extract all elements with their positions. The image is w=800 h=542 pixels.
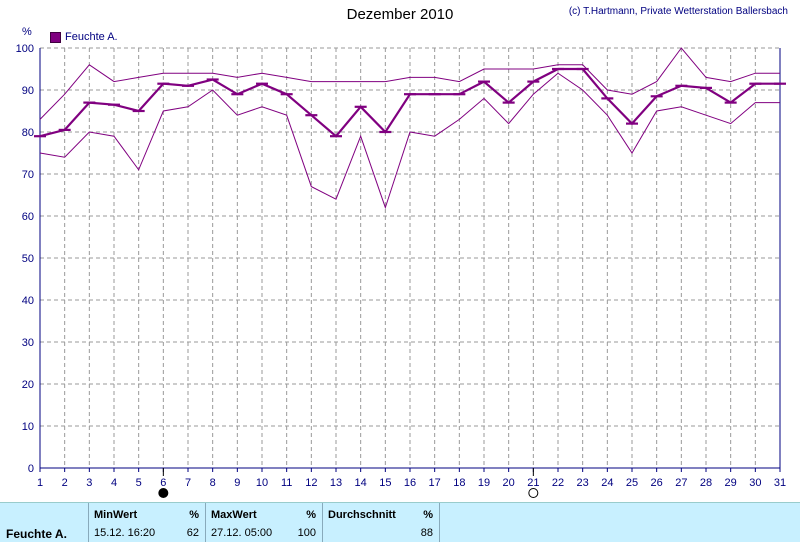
average-value-cell: Durchschnitt % 88 xyxy=(322,503,440,542)
legend: Feuchte A. xyxy=(50,31,118,43)
y-tick-label: 10 xyxy=(22,421,34,433)
x-tick-label: 17 xyxy=(429,477,441,489)
x-tick-label: 4 xyxy=(111,477,117,489)
y-tick-label: 100 xyxy=(16,43,34,55)
stats-footer: Feuchte A. MinWert % 15.12. 16:20 62 Max… xyxy=(0,502,800,542)
y-tick-label: 90 xyxy=(22,85,34,97)
x-tick-label: 19 xyxy=(478,477,490,489)
y-tick-label: 20 xyxy=(22,379,34,391)
x-tick-label: 29 xyxy=(725,477,737,489)
min-value: 62 xyxy=(186,527,199,539)
x-tick-label: 16 xyxy=(404,477,416,489)
copyright-notice: (c) T.Hartmann, Private Wetterstation Ba… xyxy=(568,6,788,17)
chart-title: Dezember 2010 xyxy=(346,6,454,23)
x-tick-label: 9 xyxy=(234,477,240,489)
x-tick-label: 22 xyxy=(552,477,564,489)
x-tick-label: 25 xyxy=(626,477,638,489)
y-tick-label: 50 xyxy=(22,253,34,265)
full-moon-icon xyxy=(528,488,539,498)
x-tick-label: 23 xyxy=(577,477,589,489)
average-label: Durchschnitt xyxy=(328,509,396,521)
x-tick-label: 12 xyxy=(305,477,317,489)
y-tick-label: 30 xyxy=(22,337,34,349)
y-tick-label: 0 xyxy=(28,463,34,475)
stats-row-label-cell: Feuchte A. xyxy=(0,503,89,542)
y-tick-label: 40 xyxy=(22,295,34,307)
x-tick-label: 11 xyxy=(281,477,292,489)
max-value: 100 xyxy=(297,527,316,539)
series-line-min xyxy=(39,72,780,210)
legend-label: Feuchte A. xyxy=(65,31,118,43)
y-axis-unit: % xyxy=(22,26,32,38)
new-moon-icon xyxy=(158,488,169,498)
x-tick-label: 13 xyxy=(330,477,342,489)
max-label: MaxWert xyxy=(211,509,257,521)
x-tick-label: 18 xyxy=(453,477,465,489)
series-line-max xyxy=(39,47,780,120)
average-unit: % xyxy=(423,509,433,521)
x-tick-label: 20 xyxy=(503,477,515,489)
x-tick-label: 28 xyxy=(700,477,712,489)
y-tick-label: 70 xyxy=(22,169,34,181)
min-timestamp: 15.12. 16:20 xyxy=(94,527,156,539)
x-tick-label: 7 xyxy=(185,477,191,489)
x-tick-label: 8 xyxy=(210,477,216,489)
stats-row-label: Feuchte A. xyxy=(6,527,67,541)
x-tick-label: 21 xyxy=(527,477,539,489)
min-unit: % xyxy=(189,509,199,521)
x-tick-label: 31 xyxy=(774,477,786,489)
x-tick-label: 14 xyxy=(355,477,367,489)
x-tick-label: 2 xyxy=(62,477,68,489)
max-unit: % xyxy=(306,509,316,521)
y-tick-label: 60 xyxy=(22,211,34,223)
y-tick-label: 80 xyxy=(22,127,34,139)
x-tick-label: 26 xyxy=(651,477,663,489)
max-value-cell: MaxWert % 27.12. 05:00 100 xyxy=(205,503,323,542)
max-timestamp: 27.12. 05:00 xyxy=(211,527,273,539)
x-tick-label: 27 xyxy=(675,477,687,489)
min-value-cell: MinWert % 15.12. 16:20 62 xyxy=(88,503,206,542)
legend-swatch xyxy=(50,31,61,43)
x-tick-label: 5 xyxy=(136,477,142,489)
x-tick-label: 30 xyxy=(749,477,761,489)
x-tick-label: 1 xyxy=(37,477,43,489)
x-tick-label: 6 xyxy=(160,477,166,489)
x-tick-label: 24 xyxy=(601,477,613,489)
average-value: 88 xyxy=(420,527,433,539)
x-tick-label: 3 xyxy=(86,477,92,489)
x-tick-label: 15 xyxy=(379,477,391,489)
min-label: MinWert xyxy=(94,509,138,521)
x-tick-label: 10 xyxy=(256,477,268,489)
